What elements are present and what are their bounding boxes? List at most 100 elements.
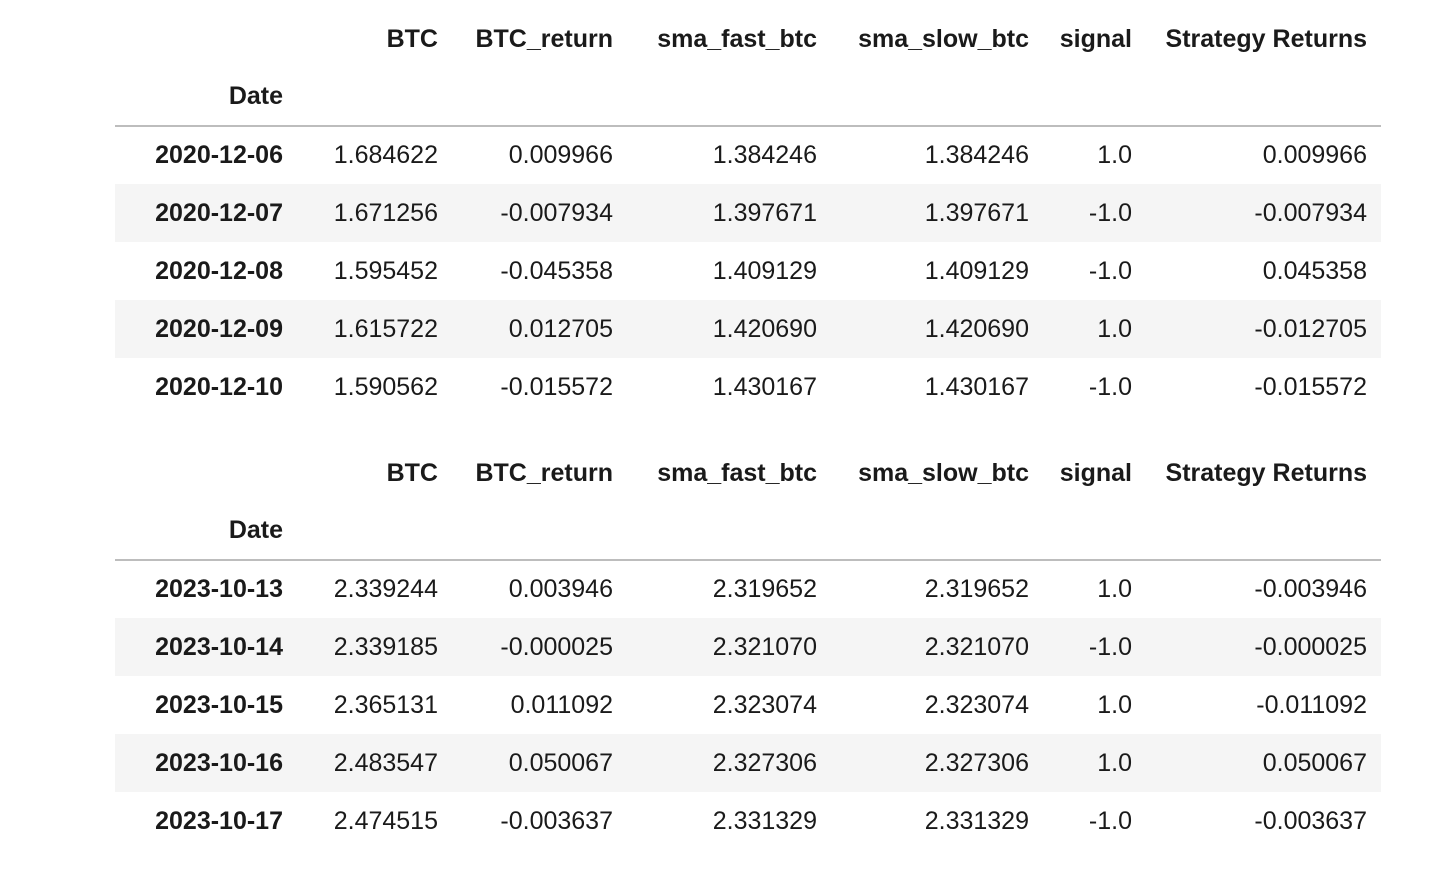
cell-btc: 1.684622 xyxy=(333,141,438,169)
index-name-row: Date xyxy=(115,502,1381,561)
index-name-row: Date xyxy=(115,68,1381,127)
column-header-sma-slow-btc: sma_slow_btc xyxy=(858,24,1029,53)
cell-sma-fast-btc: 1.397671 xyxy=(712,198,817,227)
cell-sma-slow-btc: 1.409129 xyxy=(924,256,1029,285)
column-header-sma-fast-btc: sma_fast_btc xyxy=(657,24,817,53)
cell-sma-slow-btc: 2.323074 xyxy=(924,690,1029,719)
row-index-date: 2020-12-10 xyxy=(155,372,283,401)
cell-strategy-returns: 0.009966 xyxy=(1262,141,1367,169)
column-header-signal: signal xyxy=(1059,24,1132,53)
cell-sma-slow-btc: 1.420690 xyxy=(924,314,1029,343)
cell-signal: 1.0 xyxy=(1097,748,1132,777)
table-body: 2020-12-06 1.684622 0.009966 1.384246 1.… xyxy=(115,126,1381,416)
dataframe-table: BTC BTC_return sma_fast_btc sma_slow_btc… xyxy=(115,10,1381,416)
column-header-strategy-returns: Strategy Returns xyxy=(1165,24,1367,53)
table-row: 2023-10-15 2.365131 0.011092 2.323074 2.… xyxy=(115,676,1381,734)
column-header-row: BTC BTC_return sma_fast_btc sma_slow_btc… xyxy=(115,444,1381,502)
column-header-btc-return: BTC_return xyxy=(475,24,613,53)
table-row: 2020-12-10 1.590562 -0.015572 1.430167 1… xyxy=(115,358,1381,416)
cell-sma-fast-btc: 2.331329 xyxy=(712,806,817,835)
cell-strategy-returns: 0.045358 xyxy=(1262,256,1367,285)
cell-sma-slow-btc: 2.319652 xyxy=(924,575,1029,603)
cell-btc: 2.339244 xyxy=(333,575,438,603)
cell-strategy-returns: -0.003637 xyxy=(1254,806,1367,835)
cell-strategy-returns: -0.015572 xyxy=(1254,372,1367,401)
cell-strategy-returns: -0.011092 xyxy=(1256,690,1367,719)
cell-signal: -1.0 xyxy=(1088,632,1132,661)
table-row: 2023-10-17 2.474515 -0.003637 2.331329 2… xyxy=(115,792,1381,850)
index-name: Date xyxy=(115,68,297,127)
table-row: 2020-12-08 1.595452 -0.045358 1.409129 1… xyxy=(115,242,1381,300)
cell-signal: 1.0 xyxy=(1097,690,1132,719)
dataframe-table: BTC BTC_return sma_fast_btc sma_slow_btc… xyxy=(115,444,1381,850)
cell-sma-fast-btc: 2.321070 xyxy=(712,632,817,661)
corner-cell xyxy=(115,10,297,68)
cell-sma-slow-btc: 1.384246 xyxy=(924,141,1029,169)
row-index-date: 2023-10-15 xyxy=(155,690,283,719)
cell-signal: -1.0 xyxy=(1088,256,1132,285)
row-index-date: 2020-12-06 xyxy=(155,141,283,169)
cell-signal: 1.0 xyxy=(1097,575,1132,603)
row-index-date: 2023-10-16 xyxy=(155,748,283,777)
cell-btc: 2.365131 xyxy=(333,690,438,719)
column-header-sma-slow-btc: sma_slow_btc xyxy=(858,458,1029,487)
cell-sma-fast-btc: 1.420690 xyxy=(712,314,817,343)
cell-strategy-returns: 0.050067 xyxy=(1262,748,1367,777)
table-row: 2020-12-06 1.684622 0.009966 1.384246 1.… xyxy=(115,126,1381,184)
cell-sma-slow-btc: 1.430167 xyxy=(924,372,1029,401)
cell-sma-fast-btc: 1.409129 xyxy=(712,256,817,285)
cell-btc-return: 0.009966 xyxy=(508,141,613,169)
cell-btc: 1.590562 xyxy=(333,372,438,401)
cell-btc: 2.474515 xyxy=(333,806,438,835)
cell-sma-slow-btc: 2.327306 xyxy=(924,748,1029,777)
cell-signal: 1.0 xyxy=(1097,141,1132,169)
cell-btc: 1.595452 xyxy=(333,256,438,285)
dataframe-head-output: BTC BTC_return sma_fast_btc sma_slow_btc… xyxy=(115,10,1381,416)
cell-sma-fast-btc: 2.319652 xyxy=(712,575,817,603)
cell-btc-return: 0.011092 xyxy=(510,690,613,719)
cell-strategy-returns: -0.012705 xyxy=(1254,314,1367,343)
table-row: 2023-10-13 2.339244 0.003946 2.319652 2.… xyxy=(115,560,1381,618)
row-index-date: 2020-12-08 xyxy=(155,256,283,285)
table-row: 2020-12-07 1.671256 -0.007934 1.397671 1… xyxy=(115,184,1381,242)
cell-btc-return: -0.015572 xyxy=(500,372,613,401)
cell-sma-fast-btc: 2.327306 xyxy=(712,748,817,777)
column-header-row: BTC BTC_return sma_fast_btc sma_slow_btc… xyxy=(115,10,1381,68)
row-index-date: 2020-12-07 xyxy=(155,198,283,227)
cell-sma-fast-btc: 2.323074 xyxy=(712,690,817,719)
index-name: Date xyxy=(115,502,297,561)
cell-signal: -1.0 xyxy=(1088,372,1132,401)
cell-signal: 1.0 xyxy=(1097,314,1132,343)
cell-sma-fast-btc: 1.430167 xyxy=(712,372,817,401)
column-header-btc: BTC xyxy=(386,24,438,53)
cell-strategy-returns: -0.003946 xyxy=(1254,575,1367,603)
cell-sma-slow-btc: 2.331329 xyxy=(924,806,1029,835)
cell-btc-return: 0.003946 xyxy=(508,575,613,603)
cell-strategy-returns: -0.000025 xyxy=(1254,632,1367,661)
column-header-btc: BTC xyxy=(386,458,438,487)
table-row: 2023-10-14 2.339185 -0.000025 2.321070 2… xyxy=(115,618,1381,676)
row-index-date: 2023-10-14 xyxy=(155,632,283,661)
row-index-date: 2020-12-09 xyxy=(155,314,283,343)
cell-btc-return: 0.012705 xyxy=(508,314,613,343)
cell-btc: 2.483547 xyxy=(333,748,438,777)
column-header-btc-return: BTC_return xyxy=(475,458,613,487)
corner-cell xyxy=(115,444,297,502)
cell-btc-return: -0.003637 xyxy=(500,806,613,835)
cell-sma-fast-btc: 1.384246 xyxy=(712,141,817,169)
table-row: 2020-12-09 1.615722 0.012705 1.420690 1.… xyxy=(115,300,1381,358)
cell-btc-return: -0.000025 xyxy=(500,632,613,661)
column-header-signal: signal xyxy=(1059,458,1132,487)
table-body: 2023-10-13 2.339244 0.003946 2.319652 2.… xyxy=(115,560,1381,850)
cell-sma-slow-btc: 2.321070 xyxy=(924,632,1029,661)
cell-btc-return: -0.045358 xyxy=(500,256,613,285)
cell-sma-slow-btc: 1.397671 xyxy=(924,198,1029,227)
cell-signal: -1.0 xyxy=(1088,806,1132,835)
cell-btc-return: 0.050067 xyxy=(508,748,613,777)
table-row: 2023-10-16 2.483547 0.050067 2.327306 2.… xyxy=(115,734,1381,792)
cell-btc: 2.339185 xyxy=(333,632,438,661)
cell-btc: 1.615722 xyxy=(333,314,438,343)
cell-strategy-returns: -0.007934 xyxy=(1254,198,1367,227)
row-index-date: 2023-10-13 xyxy=(155,575,283,603)
row-index-date: 2023-10-17 xyxy=(155,806,283,835)
